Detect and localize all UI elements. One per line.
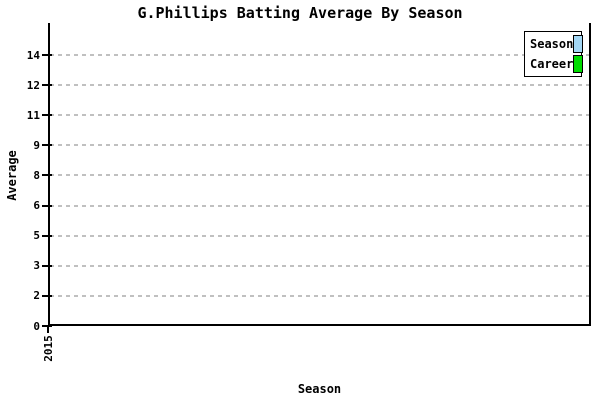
chart-title: G.Phillips Batting Average By Season <box>137 4 463 22</box>
y-tick-label: 5 <box>33 229 40 243</box>
legend-label: Career <box>530 57 574 71</box>
gridline <box>50 294 589 297</box>
gridline <box>50 144 589 147</box>
legend-swatch-season <box>573 35 584 53</box>
legend-item-season: Season <box>530 34 584 54</box>
y-tick-label: 14 <box>26 48 40 62</box>
gridline <box>50 114 589 117</box>
gridline <box>50 204 589 207</box>
y-tick-label: 6 <box>33 199 40 213</box>
x-tick-label-2015: 2015 <box>42 335 55 362</box>
legend-label: Season <box>530 37 574 51</box>
gridline <box>50 264 589 267</box>
y-tick-mark <box>42 204 52 207</box>
plot-area <box>48 23 591 326</box>
y-tick-label: 8 <box>33 168 40 182</box>
y-tick-label: 11 <box>26 108 40 122</box>
y-tick-mark <box>42 144 52 147</box>
x-axis-tick-mark <box>47 326 49 333</box>
gridline <box>50 174 589 177</box>
y-tick-mark <box>42 174 52 177</box>
y-tick-label: 2 <box>33 289 40 303</box>
x-axis-title: Season <box>297 382 342 396</box>
y-tick-mark <box>42 84 52 87</box>
y-tick-mark <box>42 54 52 56</box>
gridline <box>50 54 589 56</box>
y-tick-mark <box>42 294 52 297</box>
y-tick-mark <box>42 114 52 117</box>
y-tick-label: 0 <box>33 319 40 333</box>
y-tick-mark <box>42 325 52 327</box>
y-tick-label: 3 <box>33 259 40 273</box>
gridline <box>50 234 589 237</box>
gridline <box>50 84 589 87</box>
legend-swatch-career <box>573 55 584 73</box>
legend: Season Career <box>524 31 584 77</box>
legend-item-career: Career <box>530 54 584 74</box>
y-tick-label: 12 <box>26 78 40 92</box>
y-tick-mark <box>42 234 52 237</box>
y-tick-mark <box>42 264 52 267</box>
y-tick-label: 9 <box>33 138 40 152</box>
